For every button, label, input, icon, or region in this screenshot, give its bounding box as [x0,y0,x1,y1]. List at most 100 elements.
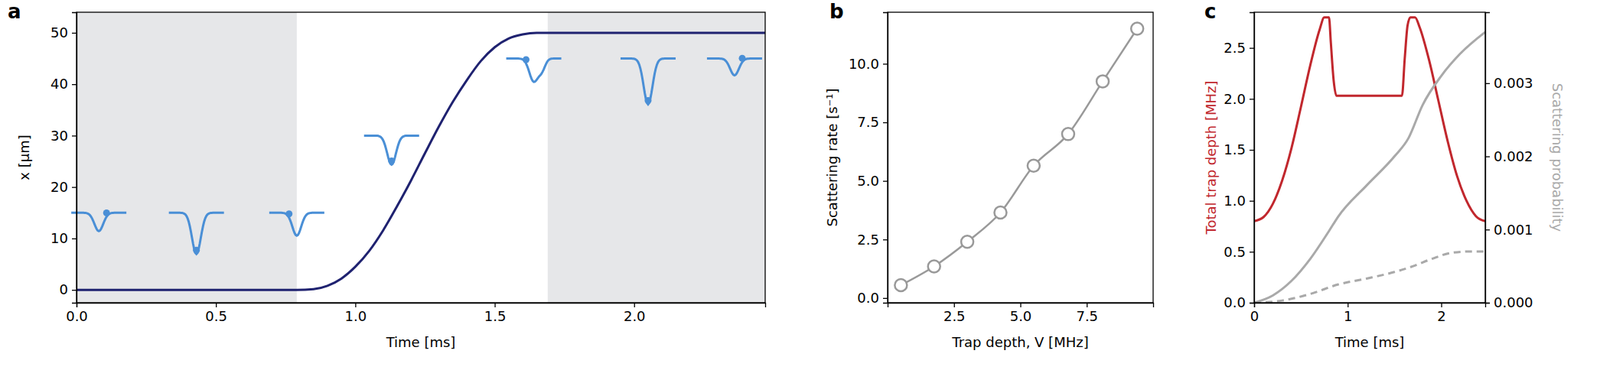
plot-area [894,22,1144,292]
tick: 0 [59,281,77,298]
trap-icon [169,212,225,255]
tick-mark [1485,229,1490,231]
tick-label: 0 [1250,308,1259,325]
series-line [76,32,766,291]
tick-mark [883,298,888,300]
tick-mark [71,290,77,291]
tick-label: 0.000 [1493,294,1534,311]
x-axis: 012 [1250,303,1486,325]
tick-label: 0.5 [205,308,228,325]
y2-axis-title: Scattering probability [1549,83,1566,233]
tick-mark [215,303,217,308]
trap-icon [269,212,325,236]
y-axis: 0.0 0.5 1.0 1.5 2.0 2.5 [1223,13,1255,312]
tick-mark [1347,303,1349,308]
tick-label: 30 [50,127,69,144]
plot-frame [1254,12,1486,304]
tick-label: 2.5 [943,308,966,325]
y-axis-title: Total trap depth [MHz] [1202,80,1219,235]
tick-mark [71,187,77,189]
tick: 7.5 [857,114,888,131]
tick-mark [1249,201,1255,203]
x-axis: 0.00.51.01.52.0 [65,303,766,325]
tick-label: 10 [50,230,69,247]
tick-label: 1.0 [1223,192,1246,209]
tick: 0.003 [1485,74,1534,92]
tick-mark [494,303,496,308]
tick-label: 2.5 [1223,39,1246,56]
tick-label: 5.0 [857,172,880,190]
tick-mark [1086,303,1088,308]
tick: 2.0 [623,303,646,325]
data-point [1027,159,1040,173]
tick: 0.000 [1485,294,1534,311]
tick-label: 40 [50,75,69,92]
tick-mark [634,303,636,308]
tick: 7.5 [1075,303,1099,325]
x-axis-title: Time [ms] [1334,334,1405,351]
series-line [900,28,1138,286]
tick-mark [1249,251,1255,253]
tick: 0.0 [1223,294,1255,311]
tick: 2.5 [943,303,966,325]
tick-label: 0.0 [857,290,880,307]
data-point [961,235,974,248]
tick-label: 0.003 [1493,74,1534,92]
tick-mark [1249,303,1255,304]
tick-mark [71,135,77,137]
tick-label: 1.0 [345,308,368,325]
y2-axis: 0.000 0.001 0.002 0.003 [1485,13,1534,312]
tick-mark [883,239,888,241]
trap-atom [738,55,746,62]
tick: 5.0 [1010,303,1033,325]
tick-label: 0.001 [1493,221,1534,238]
tick-mark [71,84,77,85]
trap-icons [71,55,763,255]
tick-mark [883,122,888,124]
panel-letter: b [829,0,844,23]
trap-icon [71,212,127,232]
trap-atom [103,209,111,217]
trap-atom [522,56,530,64]
tick: 2.0 [1223,91,1255,108]
tick-mark [883,63,888,65]
plot-frame [887,12,1154,304]
tick: 10.0 [848,55,888,72]
axis-line [1254,303,1486,309]
tick: 0.001 [1485,221,1534,238]
trap-icon [620,58,676,105]
axis-line [77,303,766,309]
tick-label: 7.5 [1075,308,1099,325]
tick: 2.5 [857,231,888,248]
y-axis: 0.0 2.5 5.0 7.5 10.0 [848,13,889,307]
trap-icon [506,58,562,83]
series-line [1254,32,1486,304]
tick-mark [1249,98,1255,100]
plot-area [1254,17,1486,304]
y-axis-title: Scattering rate [s⁻¹] [824,88,841,228]
series-line [1254,17,1486,222]
data-point [894,279,907,292]
tick-mark [1249,48,1255,49]
tick-mark [954,303,955,308]
tick-label: 2.0 [623,308,646,325]
data-point [1130,22,1144,35]
trap-atom [387,157,395,165]
panel: 0.00.51.01.52.001020304050Time [ms]x [μm… [16,12,766,351]
tick-label: 0.5 [1223,244,1246,261]
y-axis-title: x [μm] [16,134,33,180]
tick-mark [1485,303,1490,304]
y-axis: 01020304050 [50,13,77,304]
tick: 30 [50,127,77,144]
panel: 0120.00.51.01.52.02.50.0000.0010.0020.00… [1202,12,1566,351]
tick-mark [71,238,77,240]
tick-label: 2 [1437,308,1446,325]
tick: 0.002 [1485,148,1534,165]
tick: 0 [1250,303,1259,325]
trap-icon [707,58,763,76]
tick-label: 0.0 [1223,294,1246,311]
tick-label: 1.5 [1223,141,1246,158]
axis-line [71,13,78,304]
series-line [1254,251,1486,304]
axis-line [1485,13,1491,304]
